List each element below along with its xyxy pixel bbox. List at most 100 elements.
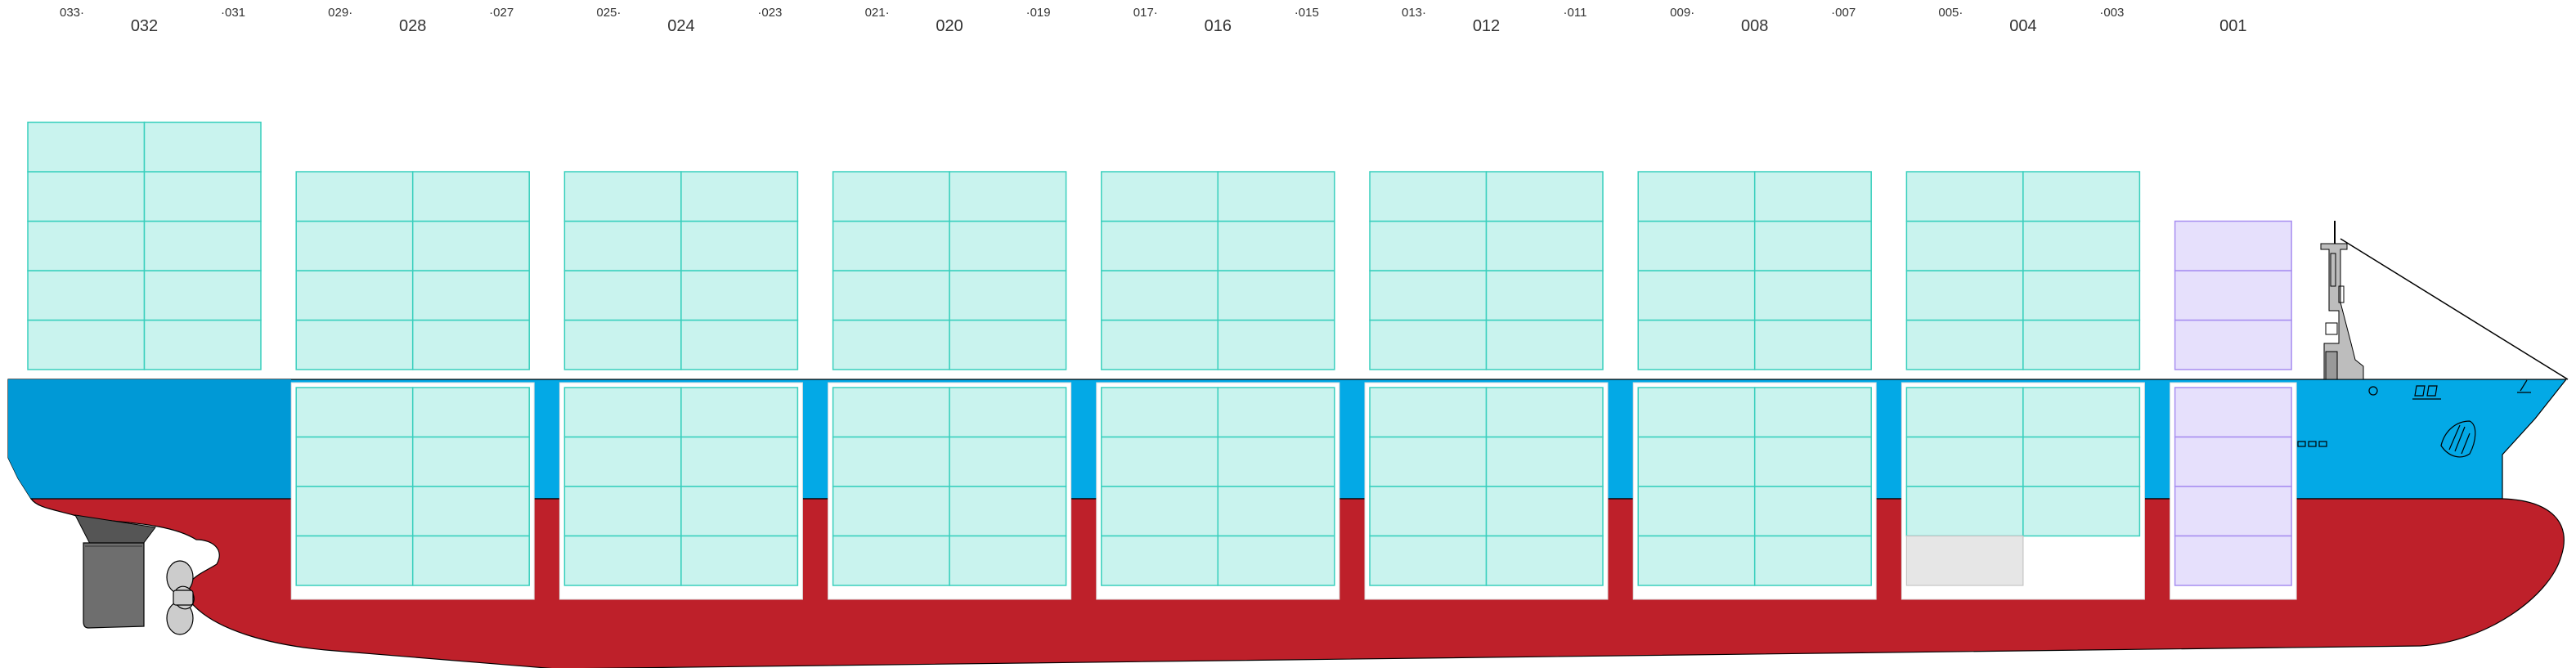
- deck-container[interactable]: [832, 220, 950, 271]
- hold-container[interactable]: [832, 486, 950, 537]
- hold-container[interactable]: [295, 535, 414, 586]
- deck-container[interactable]: [1217, 270, 1335, 321]
- deck-container[interactable]: [295, 270, 414, 321]
- deck-container[interactable]: [27, 121, 146, 173]
- deck-container[interactable]: [411, 319, 530, 370]
- deck-container[interactable]: [1217, 319, 1335, 370]
- deck-container[interactable]: [27, 220, 146, 271]
- hold-container[interactable]: [1217, 535, 1335, 586]
- hold-container[interactable]: [411, 436, 530, 487]
- hold-container[interactable]: [832, 436, 950, 487]
- deck-container[interactable]: [143, 220, 262, 271]
- hold-container[interactable]: [1753, 535, 1872, 586]
- hold-container[interactable]: [949, 387, 1067, 438]
- deck-container[interactable]: [1485, 171, 1604, 222]
- hold-container[interactable]: [1905, 436, 2024, 487]
- hold-container[interactable]: [1369, 535, 1488, 586]
- hold-container[interactable]: [949, 535, 1067, 586]
- deck-container[interactable]: [27, 270, 146, 321]
- hold-container[interactable]: [1905, 486, 2024, 537]
- deck-container[interactable]: [563, 171, 682, 222]
- deck-container[interactable]: [949, 171, 1067, 222]
- hold-container[interactable]: [1637, 436, 1756, 487]
- hold-container[interactable]: [295, 486, 414, 537]
- deck-container[interactable]: [1101, 319, 1219, 370]
- deck-container[interactable]: [2022, 171, 2141, 222]
- deck-container[interactable]: [143, 270, 262, 321]
- hold-container[interactable]: [411, 535, 530, 586]
- deck-container[interactable]: [2174, 270, 2292, 321]
- hold-container[interactable]: [1369, 436, 1488, 487]
- deck-container[interactable]: [2022, 270, 2141, 321]
- deck-container[interactable]: [2174, 220, 2292, 271]
- empty-slot[interactable]: [1905, 535, 2024, 586]
- hold-container[interactable]: [295, 387, 414, 438]
- deck-container[interactable]: [832, 319, 950, 370]
- deck-container[interactable]: [1637, 171, 1756, 222]
- deck-container[interactable]: [143, 319, 262, 370]
- hold-container[interactable]: [1217, 436, 1335, 487]
- deck-container[interactable]: [411, 270, 530, 321]
- hold-container[interactable]: [832, 535, 950, 586]
- hold-container[interactable]: [1101, 387, 1219, 438]
- deck-container[interactable]: [832, 171, 950, 222]
- deck-container[interactable]: [1637, 319, 1756, 370]
- hold-container[interactable]: [680, 486, 799, 537]
- deck-container[interactable]: [143, 121, 262, 173]
- deck-container[interactable]: [1753, 220, 1872, 271]
- hold-container[interactable]: [2022, 486, 2141, 537]
- hold-container[interactable]: [2022, 387, 2141, 438]
- hold-container[interactable]: [832, 387, 950, 438]
- hold-container[interactable]: [1637, 486, 1756, 537]
- hold-container[interactable]: [1485, 387, 1604, 438]
- hold-container[interactable]: [2174, 486, 2292, 537]
- deck-container[interactable]: [680, 220, 799, 271]
- deck-container[interactable]: [2022, 220, 2141, 271]
- deck-container[interactable]: [1637, 270, 1756, 321]
- deck-container[interactable]: [1905, 220, 2024, 271]
- deck-container[interactable]: [1485, 270, 1604, 321]
- hold-container[interactable]: [680, 535, 799, 586]
- deck-container[interactable]: [411, 171, 530, 222]
- deck-container[interactable]: [680, 319, 799, 370]
- hold-container[interactable]: [1905, 387, 2024, 438]
- deck-container[interactable]: [1753, 319, 1872, 370]
- deck-container[interactable]: [1217, 220, 1335, 271]
- deck-container[interactable]: [295, 220, 414, 271]
- hold-container[interactable]: [563, 387, 682, 438]
- hold-container[interactable]: [2174, 535, 2292, 586]
- deck-container[interactable]: [1101, 171, 1219, 222]
- hold-container[interactable]: [1369, 486, 1488, 537]
- deck-container[interactable]: [949, 220, 1067, 271]
- deck-container[interactable]: [295, 319, 414, 370]
- hold-container[interactable]: [1485, 486, 1604, 537]
- deck-container[interactable]: [1369, 220, 1488, 271]
- hold-container[interactable]: [2174, 436, 2292, 487]
- deck-container[interactable]: [1485, 220, 1604, 271]
- hold-container[interactable]: [563, 486, 682, 537]
- deck-container[interactable]: [563, 319, 682, 370]
- hold-container[interactable]: [411, 486, 530, 537]
- deck-container[interactable]: [1905, 319, 2024, 370]
- deck-container[interactable]: [1369, 171, 1488, 222]
- hold-container[interactable]: [1753, 387, 1872, 438]
- hold-container[interactable]: [1485, 535, 1604, 586]
- hold-container[interactable]: [1485, 436, 1604, 487]
- hold-container[interactable]: [949, 436, 1067, 487]
- deck-container[interactable]: [1637, 220, 1756, 271]
- deck-container[interactable]: [680, 171, 799, 222]
- deck-container[interactable]: [1753, 270, 1872, 321]
- hold-container[interactable]: [1101, 436, 1219, 487]
- deck-container[interactable]: [27, 319, 146, 370]
- hold-container[interactable]: [2022, 436, 2141, 487]
- deck-container[interactable]: [832, 270, 950, 321]
- hold-container[interactable]: [680, 387, 799, 438]
- hold-container[interactable]: [680, 436, 799, 487]
- deck-container[interactable]: [563, 270, 682, 321]
- hold-container[interactable]: [411, 387, 530, 438]
- deck-container[interactable]: [411, 220, 530, 271]
- deck-container[interactable]: [1369, 319, 1488, 370]
- deck-container[interactable]: [2022, 319, 2141, 370]
- hold-container[interactable]: [1637, 387, 1756, 438]
- deck-container[interactable]: [1905, 270, 2024, 321]
